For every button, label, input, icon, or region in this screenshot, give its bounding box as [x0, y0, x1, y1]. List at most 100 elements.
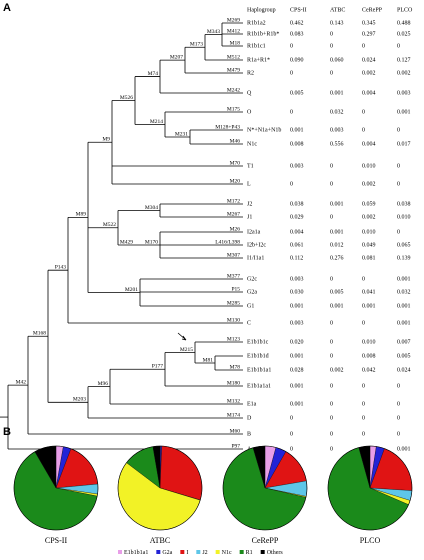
pie-outline — [117, 445, 203, 531]
table-cell: 0 — [330, 181, 333, 187]
table-cell: 0.001 — [330, 201, 344, 207]
branch-label: M175 — [227, 106, 240, 112]
table-cell: 0.038 — [397, 201, 411, 207]
table-cell: 0.001 — [290, 353, 304, 359]
table-cell: 0.001 — [397, 303, 411, 309]
table-cell: 0.003 — [290, 163, 304, 169]
branch-label: M242 — [227, 87, 240, 93]
table-cell: 0.001 — [397, 320, 411, 326]
table-cell: 0 — [330, 70, 333, 76]
legend-label: G2a — [162, 550, 172, 556]
table-cell: 0.345 — [362, 20, 376, 26]
legend-label: E1b1b1a1 — [124, 550, 148, 556]
table-cell: 0 — [397, 383, 400, 389]
table-cell: 0 — [290, 181, 293, 187]
table-cell: 0.001 — [397, 446, 411, 452]
table-cell: 0.297 — [362, 31, 376, 37]
branch-label: M78 — [230, 364, 241, 370]
table-cell: 0 — [397, 229, 400, 235]
legend-swatch — [215, 550, 220, 554]
table-cell: 0 — [362, 415, 365, 421]
legend-swatch — [156, 550, 161, 554]
pie-outline — [222, 445, 308, 531]
table-cell: 0 — [330, 320, 333, 326]
table-cell: 0.127 — [397, 57, 411, 63]
table-cell: 0 — [330, 31, 333, 37]
branch-label: M267 — [227, 211, 240, 217]
table-cell: 0.008 — [362, 353, 376, 359]
table-cell: 0.001 — [330, 90, 344, 96]
haplogroup-name: R1b1b+R1b* — [247, 31, 279, 37]
haplogroup-name: N1c — [247, 141, 257, 147]
pie-outline — [327, 445, 413, 531]
table-cell: 0.003 — [397, 90, 411, 96]
table-cell: 0 — [397, 401, 400, 407]
branch-label: M89 — [76, 212, 87, 218]
branch-label: M74 — [148, 71, 159, 77]
haplogroup-name: R1b1c1 — [247, 43, 266, 49]
branch-label: M512 — [227, 54, 240, 60]
haplogroup-name: L — [247, 181, 251, 187]
table-cell: 0.004 — [290, 229, 304, 235]
table-cell: 0 — [330, 446, 333, 452]
table-cell: 0 — [362, 276, 365, 282]
table-cell: 0.001 — [397, 109, 411, 115]
table-cell: 0.042 — [362, 367, 376, 373]
table-cell: 0.001 — [290, 303, 304, 309]
branch-label: P177 — [152, 364, 164, 370]
table-cell: 0.001 — [362, 303, 376, 309]
table-cell: 0.032 — [330, 109, 344, 115]
table-cell: 0.060 — [330, 57, 344, 63]
table-cell: 0 — [330, 353, 333, 359]
legend-swatch — [260, 550, 265, 554]
branch-label: M132 — [227, 398, 240, 404]
branch-label: P15 — [231, 286, 240, 292]
branch-label: M26 — [230, 226, 241, 232]
table-cell: 0 — [362, 127, 365, 133]
table-cell: 0.061 — [290, 242, 304, 248]
branch-label: P97 — [231, 443, 240, 449]
table-cell: 0.029 — [290, 214, 304, 220]
table-cell: 0.002 — [362, 214, 376, 220]
table-cell: 0.001 — [290, 383, 304, 389]
haplogroup-name: I2a1a — [247, 229, 261, 235]
branch-label: M307 — [227, 252, 240, 258]
table-cell: 0 — [362, 43, 365, 49]
haplogroup-name: G2a — [247, 289, 257, 295]
table-cell: 0 — [330, 163, 333, 169]
table-cell: 0.488 — [397, 20, 411, 26]
table-cell: 0.010 — [362, 339, 376, 345]
haplogroup-name: O — [247, 109, 252, 115]
table-cell: 0 — [330, 401, 333, 407]
table-cell: 0 — [397, 127, 400, 133]
table-cell: 0.002 — [362, 70, 376, 76]
haplogroup-name: J1 — [247, 214, 252, 220]
table-cell: 0 — [330, 214, 333, 220]
legend-label: J2 — [202, 550, 207, 556]
branch-label: M304 — [145, 205, 158, 211]
table-cell: 0.010 — [397, 214, 411, 220]
table-cell: 0.024 — [397, 367, 411, 373]
branch-label: M343 — [207, 29, 220, 35]
legend-label: N1c — [222, 550, 232, 556]
branch-label: M180 — [227, 380, 240, 386]
haplogroup-name: Q — [247, 90, 252, 96]
table-cell: 0.030 — [290, 289, 304, 295]
branch-label: M123 — [227, 336, 240, 342]
table-cell: 0.020 — [290, 339, 304, 345]
table-cell: 0.028 — [290, 367, 304, 373]
branch-label: M128+P43 — [215, 124, 240, 130]
legend-swatch — [196, 550, 201, 554]
table-cell: 0 — [397, 163, 400, 169]
table-cell: 0 — [330, 276, 333, 282]
branch-label: M269 — [227, 17, 240, 23]
branch-label: M46 — [230, 138, 241, 144]
haplogroup-name: N*+N1a+N1b — [247, 127, 281, 133]
table-cell: 0.001 — [290, 401, 304, 407]
table-header: PLCO — [397, 7, 413, 13]
table-cell: 0 — [290, 431, 293, 437]
branch-label: M60 — [230, 428, 241, 434]
haplogroup-name: R2 — [247, 70, 254, 76]
table-cell: 0.010 — [362, 163, 376, 169]
haplogroup-name: E1b1b1d — [247, 353, 269, 359]
